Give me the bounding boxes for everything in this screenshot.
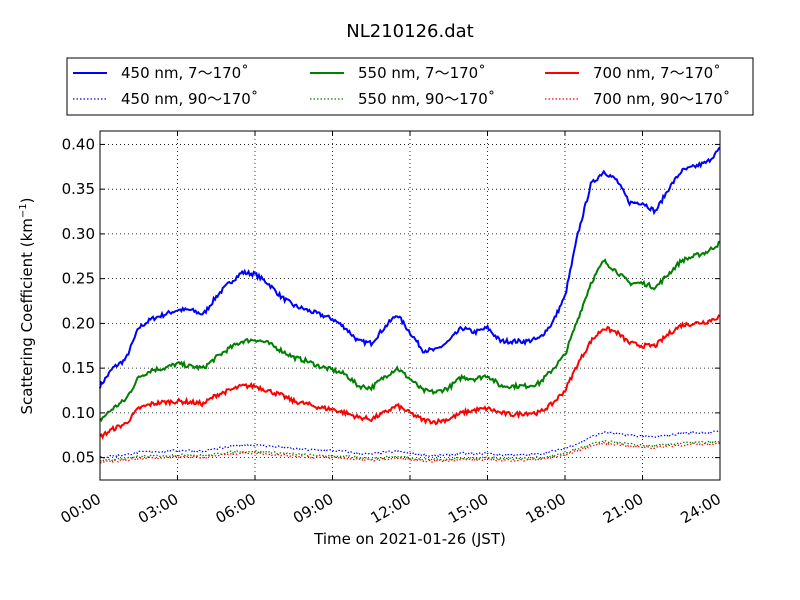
- y-axis-label-close: ): [18, 197, 36, 203]
- legend-box: [66, 57, 754, 116]
- y-tick-label: 0.30: [62, 225, 95, 243]
- y-tick-label: 0.40: [62, 135, 95, 153]
- y-tick-label: 0.25: [62, 270, 95, 288]
- x-tick-label: 24:00: [678, 490, 724, 527]
- y-axis-label-exponent: −1: [18, 203, 29, 218]
- series-line-4: [99, 439, 721, 462]
- legend-label-3: 450 nm, 90～170˚: [121, 90, 258, 108]
- y-tick-label: 0.20: [62, 314, 95, 332]
- x-tick-label: 15:00: [445, 490, 491, 527]
- x-tick-label: 21:00: [600, 490, 646, 527]
- series-line-3: [99, 430, 721, 459]
- x-tick-label: 09:00: [290, 490, 336, 527]
- x-tick-label: 00:00: [58, 490, 104, 527]
- legend-label-2: 700 nm, 7～170˚: [593, 64, 721, 82]
- legend-label-4: 550 nm, 90～170˚: [358, 90, 495, 108]
- y-tick-label: 0.15: [62, 359, 95, 377]
- y-tick-label: 0.10: [62, 404, 95, 422]
- x-tick-label: 12:00: [368, 490, 414, 527]
- legend-label-5: 700 nm, 90～170˚: [593, 90, 730, 108]
- x-tick-label: 03:00: [135, 490, 181, 527]
- series-line-5: [99, 441, 721, 464]
- chart-title: NL210126.dat: [346, 21, 473, 42]
- y-tick-label: 0.35: [62, 180, 95, 198]
- x-tick-label: 06:00: [213, 490, 259, 527]
- series-line-2: [99, 314, 721, 440]
- series-line-1: [99, 240, 721, 423]
- y-tick-label: 0.05: [62, 449, 95, 467]
- grid: [100, 131, 720, 480]
- y-axis-label-main: Scattering Coefficient (km: [18, 218, 36, 414]
- series-line-0: [99, 146, 721, 389]
- y-axis-label: Scattering Coefficient (km−1): [18, 197, 36, 414]
- legend-label-0: 450 nm, 7～170˚: [121, 64, 249, 82]
- series-layer: [99, 146, 721, 464]
- legend-label-1: 550 nm, 7～170˚: [358, 64, 486, 82]
- x-tick-label: 18:00: [523, 490, 569, 527]
- x-axis-label: Time on 2021-01-26 (JST): [313, 530, 506, 548]
- legend: 450 nm, 7～170˚ 550 nm, 7～170˚ 700 nm, 7～17…: [66, 57, 754, 116]
